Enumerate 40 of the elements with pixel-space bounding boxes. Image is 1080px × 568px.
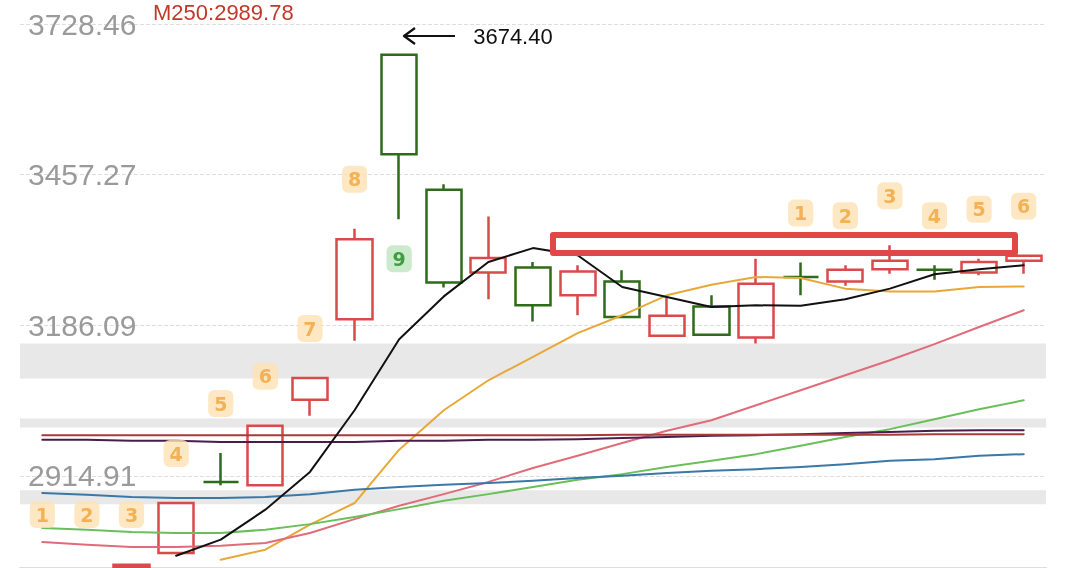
candlestick [514, 260, 552, 323]
candlestick [202, 451, 240, 487]
candlestick [826, 264, 864, 288]
y-tick-label: 3457.27 [28, 158, 137, 192]
y-tick-label: 2914.91 [28, 459, 137, 493]
y-tick-label: 3186.09 [28, 308, 137, 342]
line-series [41, 429, 1025, 443]
text: 9 [392, 247, 406, 270]
candlestick [469, 215, 507, 301]
candlestick [335, 227, 374, 343]
candlestick [782, 261, 820, 297]
candlestick [960, 257, 998, 277]
text: 6 [1017, 195, 1031, 218]
annotation: 3674.40 [473, 24, 553, 51]
text: 4 [169, 442, 183, 465]
text: 6 [258, 365, 272, 388]
candlestick [648, 295, 686, 338]
candlestick [246, 424, 284, 488]
text: 2 [80, 503, 94, 526]
text: 1 [35, 503, 49, 526]
text: 5 [214, 392, 228, 415]
candlestick [871, 244, 909, 275]
y-tick-label: 3728.46 [28, 7, 137, 41]
candlestick [112, 562, 151, 568]
candlestick [291, 376, 329, 418]
text: 7 [303, 317, 317, 340]
candlestick [425, 182, 463, 289]
chart-title: M250:2989.78 [153, 0, 294, 25]
text: 3 [124, 503, 139, 526]
text: 1 [794, 202, 808, 225]
text: 3 [883, 184, 897, 207]
text: 4 [927, 204, 942, 227]
candlestick [915, 264, 954, 281]
candlestick [737, 257, 775, 345]
candlestick [559, 264, 597, 317]
candlestick [1005, 254, 1043, 275]
text: 8 [347, 168, 362, 191]
candlestick [380, 52, 418, 221]
text: 5 [972, 198, 986, 221]
text: 2 [838, 204, 852, 227]
